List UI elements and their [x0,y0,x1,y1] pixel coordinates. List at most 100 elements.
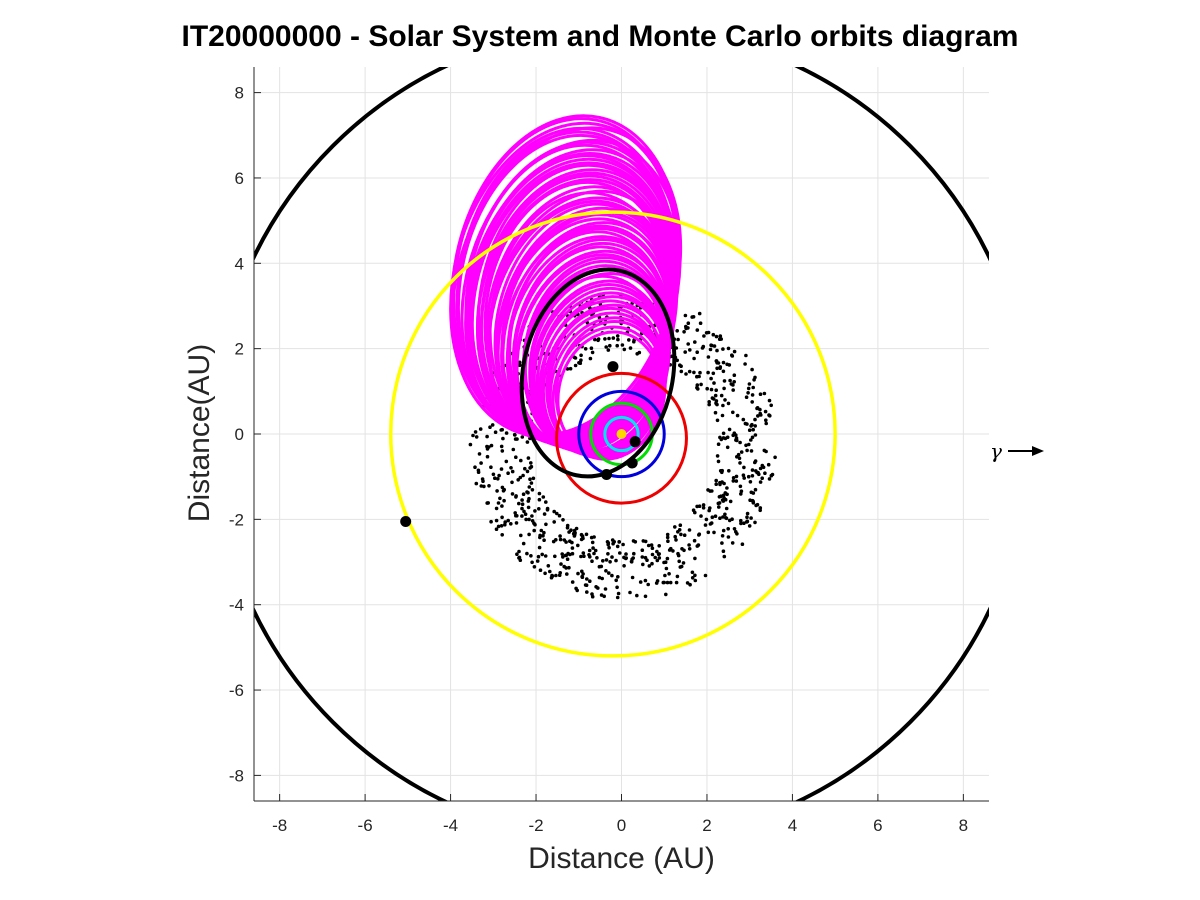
asteroid-point [676,530,680,534]
asteroid-point [741,417,746,422]
asteroid-point [553,554,557,559]
asteroid-point [697,311,702,316]
asteroid-point [683,350,687,354]
asteroid-point [732,527,737,531]
asteroid-point [624,556,628,560]
asteroid-point [725,435,730,440]
asteroid-point [704,331,709,335]
asteroid-point [561,518,565,522]
asteroid-point [494,506,499,511]
asteroid-point [753,520,757,525]
asteroid-point [746,391,750,395]
asteroid-point [537,545,542,550]
asteroid-point [532,565,537,569]
asteroid-point [489,443,494,448]
asteroid-point [597,575,602,580]
asteroid-point [695,350,699,355]
asteroid-point [697,374,701,379]
asteroid-point [499,428,504,432]
asteroid-point [537,497,542,502]
asteroid-point [590,350,595,355]
asteroid-point [762,391,767,396]
asteroid-point [485,501,490,505]
asteroid-point [517,501,521,506]
planet-marker [601,469,613,481]
asteroid-point [691,508,696,512]
asteroid-point [663,560,668,564]
asteroid-point [650,546,655,550]
asteroid-point [740,542,745,546]
planet-positions [400,361,641,527]
asteroid-point [748,480,753,484]
vernal-equinox-marker: γ [990,439,1044,463]
asteroid-point [667,548,672,552]
asteroid-point [473,465,477,470]
asteroid-point [707,402,711,407]
asteroid-point [579,358,583,363]
asteroid-point [589,346,594,351]
asteroid-point [693,340,697,344]
asteroid-point [697,504,702,509]
asteroid-point [500,504,504,508]
asteroid-point [577,361,581,365]
y-tick-label: 2 [235,340,244,359]
asteroid-point [728,499,733,504]
asteroid-point [606,542,610,547]
asteroid-point [758,508,762,513]
asteroid-point [529,554,533,558]
asteroid-point [603,587,608,591]
asteroid-point [764,418,768,423]
asteroid-point [696,387,700,391]
asteroid-point [665,556,670,561]
asteroid-point [713,514,718,518]
asteroid-point [599,564,604,569]
asteroid-point [615,544,620,549]
asteroid-point [755,406,759,411]
asteroid-point [497,473,501,478]
asteroid-point [723,512,727,517]
asteroid-point [529,461,533,465]
asteroid-point [640,548,645,552]
asteroid-point [620,343,625,347]
asteroid-point [521,541,526,546]
asteroid-point [496,477,500,481]
asteroid-point [750,367,754,372]
asteroid-point [529,464,534,469]
y-tick-label: -2 [229,510,244,529]
asteroid-point [701,344,706,349]
asteroid-point [517,555,522,560]
asteroid-point [725,362,729,367]
asteroid-point [664,566,669,571]
asteroid-point [528,477,532,482]
asteroid-point [727,518,732,523]
asteroid-point [533,509,537,513]
asteroid-point [522,509,526,514]
asteroid-point [552,509,556,514]
asteroid-point [493,476,497,481]
asteroid-point [604,558,609,562]
asteroid-point [710,489,714,493]
asteroid-point [690,576,695,580]
asteroid-point [526,499,531,503]
asteroid-point [647,564,652,568]
asteroid-point [714,359,719,363]
asteroid-point [655,558,660,563]
asteroid-point [576,543,580,548]
asteroid-point [565,367,570,371]
asteroid-point [581,572,585,576]
asteroid-point [715,454,720,458]
asteroid-point [717,501,722,505]
asteroid-point [773,455,777,460]
y-tick-label: -4 [229,596,244,615]
asteroid-point [616,337,620,342]
asteroid-point [499,467,504,471]
asteroid-point [745,511,750,516]
asteroid-point [738,484,743,489]
asteroid-point [525,440,530,444]
asteroid-point [498,496,502,501]
asteroid-point [747,524,752,528]
asteroid-point [558,571,562,575]
asteroid-point [739,521,743,526]
asteroid-point [588,579,592,583]
asteroid-point [760,463,765,468]
